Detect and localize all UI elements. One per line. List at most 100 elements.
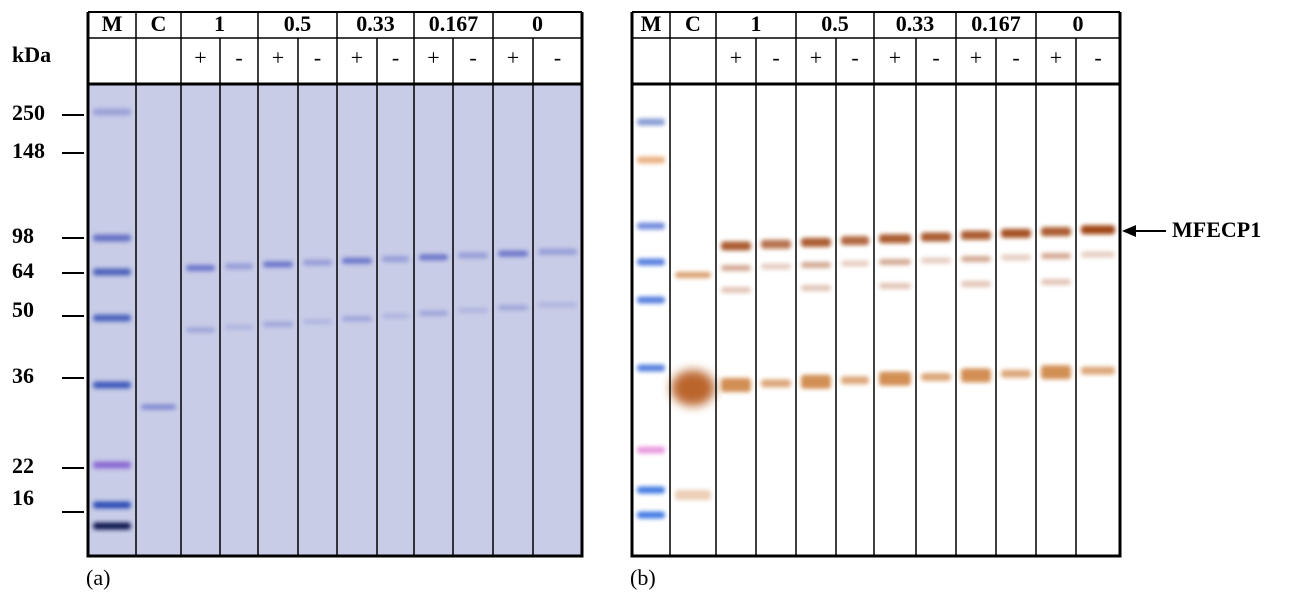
band <box>382 313 409 319</box>
marker-label: 148 <box>12 138 45 163</box>
band <box>675 272 711 278</box>
band <box>761 379 791 388</box>
sign-label: - <box>314 45 321 70</box>
band <box>93 522 131 530</box>
unit-label: kDa <box>12 42 51 67</box>
band <box>93 108 131 116</box>
group-label: 0.33 <box>356 11 395 36</box>
band <box>419 310 448 316</box>
band <box>498 305 528 311</box>
band <box>879 283 911 289</box>
band <box>637 258 665 266</box>
panel-label: (b) <box>630 565 656 590</box>
band <box>801 285 831 291</box>
lane-label: C <box>685 11 701 36</box>
band <box>761 263 791 270</box>
band <box>303 259 332 266</box>
band <box>498 250 528 257</box>
group-label: 0 <box>532 11 543 36</box>
gels <box>88 84 1120 556</box>
band <box>1081 225 1115 235</box>
band <box>921 232 951 242</box>
marker-label: 98 <box>12 223 34 248</box>
band <box>458 307 488 313</box>
band <box>841 376 869 385</box>
sign-label: + <box>427 45 439 70</box>
sign-label: + <box>970 45 982 70</box>
band <box>1041 253 1071 259</box>
band <box>382 256 409 262</box>
band <box>342 316 372 322</box>
band <box>93 314 131 322</box>
group-label: 0 <box>1073 11 1084 36</box>
gel <box>632 84 1120 556</box>
band <box>637 156 665 164</box>
band <box>458 252 488 259</box>
band <box>637 296 665 304</box>
band <box>721 378 751 392</box>
marker-label: 250 <box>12 100 45 125</box>
lane-label: M <box>641 11 662 36</box>
band <box>961 281 991 287</box>
band <box>675 490 711 500</box>
band <box>637 511 665 519</box>
band <box>879 259 911 265</box>
band <box>637 486 665 494</box>
sign-label: - <box>851 45 858 70</box>
sign-label: - <box>932 45 939 70</box>
band <box>721 287 751 293</box>
band <box>93 268 131 276</box>
band <box>801 374 831 389</box>
band <box>921 373 951 381</box>
group-label: 0.167 <box>971 11 1021 36</box>
sign-label: + <box>810 45 822 70</box>
band <box>637 446 665 454</box>
band <box>921 257 951 264</box>
band <box>1001 228 1031 238</box>
band <box>961 368 991 383</box>
sign-label: + <box>272 45 284 70</box>
sign-label: + <box>1050 45 1062 70</box>
group-label: 0.167 <box>429 11 479 36</box>
band <box>801 237 831 247</box>
band <box>961 256 991 262</box>
band <box>1001 254 1031 261</box>
band <box>721 241 751 251</box>
annotation: MFECP1 <box>1172 217 1261 242</box>
sign-label: - <box>1012 45 1019 70</box>
group-label: 1 <box>751 11 762 36</box>
marker-label: 22 <box>12 453 34 478</box>
marker-label: 50 <box>12 297 34 322</box>
band <box>841 260 869 267</box>
panel-label: (a) <box>86 565 110 590</box>
band <box>761 239 791 249</box>
band <box>538 302 577 308</box>
sign-label: + <box>351 45 363 70</box>
sign-label: - <box>772 45 779 70</box>
sign-label: + <box>889 45 901 70</box>
band <box>186 327 215 333</box>
sign-label: - <box>1094 45 1101 70</box>
band <box>93 381 131 389</box>
band <box>538 248 577 255</box>
gel-frame <box>630 82 1122 558</box>
band <box>186 265 215 271</box>
band <box>721 265 751 271</box>
band <box>263 261 293 268</box>
band <box>1001 369 1031 378</box>
sign-label: - <box>469 45 476 70</box>
band <box>1041 227 1071 237</box>
sign-label: + <box>730 45 742 70</box>
arrow-head <box>1122 225 1136 237</box>
band <box>1081 251 1115 258</box>
sign-label: - <box>392 45 399 70</box>
blob <box>671 370 715 406</box>
band <box>1041 279 1071 285</box>
band <box>419 254 448 261</box>
band <box>961 230 991 240</box>
lane-label: M <box>102 11 123 36</box>
band <box>637 118 665 126</box>
band <box>303 319 332 325</box>
sign-label: - <box>554 45 561 70</box>
band <box>225 263 253 270</box>
